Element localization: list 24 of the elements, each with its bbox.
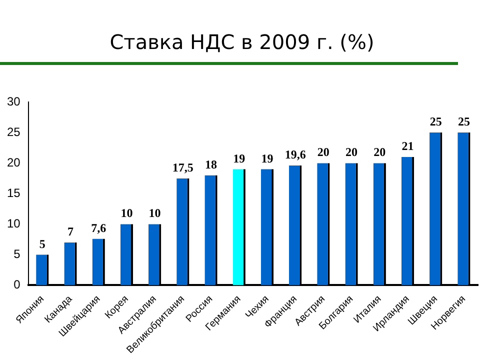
y-tick-label: 0 xyxy=(14,278,21,292)
data-label: 19 xyxy=(261,151,274,166)
data-label: 18 xyxy=(205,157,218,172)
data-label: 19,6 xyxy=(284,148,306,162)
data-label: 10 xyxy=(120,206,133,220)
data-label: 19 xyxy=(233,151,246,166)
data-label: 21 xyxy=(402,139,414,154)
y-tick-label: 5 xyxy=(14,246,21,261)
data-label: 25 xyxy=(430,114,442,129)
y-tick-label: 30 xyxy=(6,94,21,108)
data-label: 10 xyxy=(148,206,161,220)
data-label: 20 xyxy=(317,145,330,160)
y-tick-label: 20 xyxy=(6,155,21,170)
data-label: 20 xyxy=(374,145,386,160)
data-label: 7 xyxy=(68,224,74,239)
y-tick-label: 10 xyxy=(6,216,21,230)
chart-title: Ставка НДС в 2009 г. (%) xyxy=(108,30,376,54)
data-label: 17,5 xyxy=(172,160,194,174)
y-tick-label: 25 xyxy=(6,124,21,139)
y-tick-label: 15 xyxy=(6,186,21,200)
data-label: 5 xyxy=(39,236,46,251)
data-label: 20 xyxy=(346,145,358,160)
data-label: 7,6 xyxy=(91,220,106,235)
data-label: 25 xyxy=(458,114,470,129)
